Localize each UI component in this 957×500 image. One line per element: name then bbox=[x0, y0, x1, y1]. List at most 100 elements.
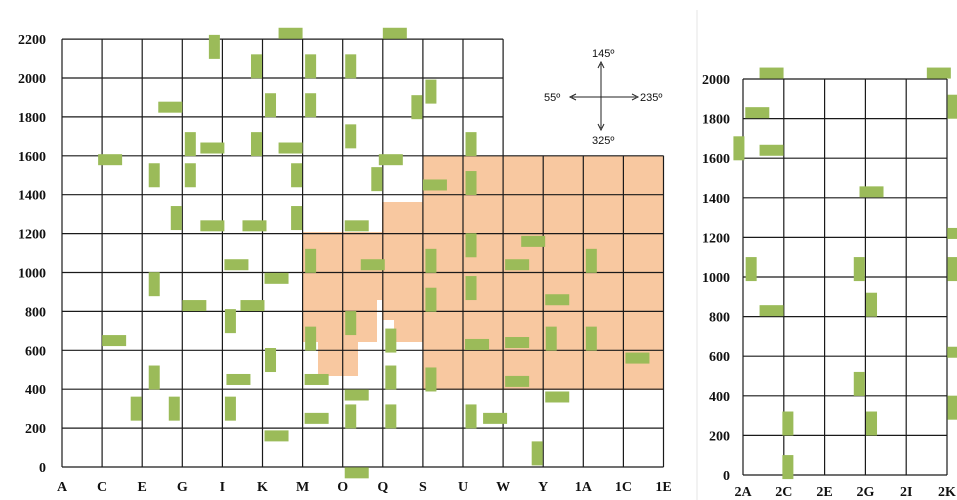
stone-block bbox=[782, 455, 794, 480]
x-tick-label: 1C bbox=[615, 480, 632, 495]
x-tick-label: I bbox=[220, 480, 225, 495]
stone-block bbox=[371, 167, 383, 192]
stone-block bbox=[345, 404, 357, 429]
stone-block bbox=[385, 328, 397, 353]
y-tick-label: 600 bbox=[25, 344, 46, 359]
stone-block bbox=[759, 305, 784, 317]
y-tick-label: 0 bbox=[723, 469, 730, 484]
stone-block bbox=[224, 259, 249, 271]
stone-block bbox=[184, 163, 196, 188]
left-grid bbox=[61, 38, 665, 468]
y-tick-label: 200 bbox=[25, 422, 46, 437]
compass-north-label: 145º bbox=[592, 48, 614, 60]
stone-block bbox=[465, 171, 477, 196]
stone-block bbox=[291, 206, 303, 231]
compass: 145º 325º 55º 235º bbox=[544, 48, 662, 147]
x-tick-label: C bbox=[97, 480, 107, 495]
stone-block bbox=[224, 309, 236, 334]
stone-block bbox=[465, 132, 477, 157]
stone-block bbox=[545, 294, 570, 306]
stone-block bbox=[148, 365, 160, 390]
compass-north-head bbox=[597, 60, 605, 69]
compass-west-label: 55º bbox=[544, 92, 560, 104]
stone-block bbox=[425, 287, 437, 312]
x-tick-label: M bbox=[296, 480, 309, 495]
stone-block bbox=[382, 27, 407, 39]
y-tick-label: 1600 bbox=[18, 150, 46, 165]
stone-block bbox=[926, 67, 951, 79]
stone-block bbox=[947, 94, 957, 119]
y-tick-label: 2000 bbox=[18, 72, 46, 87]
y-tick-label: 1000 bbox=[18, 267, 46, 282]
y-tick-label: 800 bbox=[25, 305, 46, 320]
stone-block bbox=[264, 272, 289, 284]
stone-block bbox=[745, 107, 770, 119]
stone-block bbox=[947, 395, 957, 420]
stone-block bbox=[345, 124, 357, 149]
stone-block bbox=[184, 132, 196, 157]
x-tick-label: 2C bbox=[775, 485, 792, 500]
left-blocks bbox=[98, 27, 650, 479]
stone-block bbox=[250, 54, 262, 79]
stone-block bbox=[250, 132, 262, 157]
stone-block bbox=[385, 404, 397, 429]
stone-block bbox=[148, 272, 160, 297]
stone-block bbox=[344, 389, 369, 401]
x-tick-label: 2G bbox=[856, 485, 874, 500]
x-tick-label: G bbox=[177, 480, 188, 495]
stone-block bbox=[224, 396, 236, 421]
stone-block bbox=[465, 338, 490, 350]
x-tick-label: 2E bbox=[816, 485, 832, 500]
stone-block bbox=[585, 248, 597, 273]
stone-block bbox=[305, 93, 317, 118]
stone-block bbox=[305, 326, 317, 351]
y-tick-label: 0 bbox=[39, 461, 46, 476]
stone-block bbox=[226, 373, 251, 385]
right-grid bbox=[742, 78, 948, 476]
x-tick-label: K bbox=[257, 480, 268, 495]
stone-block bbox=[385, 365, 397, 390]
y-tick-label: 2200 bbox=[18, 33, 46, 48]
x-tick-label: 2A bbox=[734, 485, 752, 500]
stone-block bbox=[242, 220, 267, 232]
y-tick-label: 1400 bbox=[702, 192, 730, 207]
y-tick-label: 1600 bbox=[702, 152, 730, 167]
stone-block bbox=[278, 142, 303, 154]
stone-block bbox=[947, 257, 957, 282]
stone-block bbox=[947, 227, 957, 239]
x-tick-label: A bbox=[57, 480, 68, 495]
stone-block bbox=[170, 206, 182, 231]
x-tick-label: S bbox=[419, 480, 427, 495]
stone-block bbox=[505, 375, 530, 387]
stone-block bbox=[265, 348, 277, 373]
stone-block bbox=[505, 337, 530, 349]
y-tick-label: 600 bbox=[709, 350, 730, 365]
stone-block bbox=[182, 300, 207, 312]
stone-block bbox=[853, 257, 865, 282]
x-tick-label: 1E bbox=[655, 480, 671, 495]
stone-block bbox=[344, 467, 369, 479]
stone-block bbox=[98, 154, 123, 166]
stone-block bbox=[585, 326, 597, 351]
stone-block bbox=[866, 411, 878, 436]
x-tick-label: U bbox=[458, 480, 468, 495]
right-y-tick-labels: 0 200 400 600 800 1000 1200 1400 1600 1800 2000 bbox=[702, 73, 730, 484]
stone-block bbox=[759, 144, 784, 156]
stone-block bbox=[200, 220, 225, 232]
stone-block bbox=[782, 411, 794, 436]
stone-block bbox=[853, 371, 865, 396]
stone-block bbox=[465, 233, 477, 258]
compass-west-head bbox=[568, 93, 577, 101]
stone-block bbox=[465, 276, 477, 301]
stone-block bbox=[859, 186, 884, 198]
stone-block bbox=[483, 412, 508, 424]
stone-block bbox=[947, 346, 957, 358]
stone-block bbox=[130, 396, 142, 421]
stone-block bbox=[378, 154, 403, 166]
stone-block bbox=[168, 396, 180, 421]
stone-block bbox=[465, 404, 477, 429]
right-x-tick-labels: 2A 2C 2E 2G 2I 2K bbox=[734, 485, 956, 500]
stone-block bbox=[240, 300, 265, 312]
y-tick-label: 400 bbox=[709, 390, 730, 405]
